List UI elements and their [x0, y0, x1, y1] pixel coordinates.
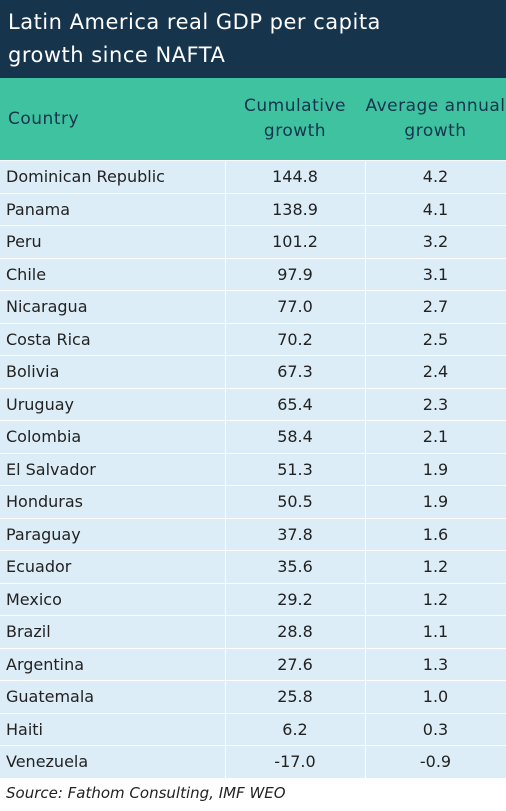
table-cell: 1.9: [365, 485, 506, 518]
table-cell: Argentina: [0, 647, 226, 681]
table-cell: Costa Rica: [0, 322, 226, 356]
table-cell: 3.2: [365, 225, 506, 258]
header-row: Country Cumulative growth Average annual g…: [0, 78, 506, 161]
table-cell: Dominican Republic: [0, 160, 226, 193]
table-cell: 1.6: [365, 517, 506, 551]
table-row: Costa Rica 70.2 2.5: [0, 322, 506, 356]
column-header: Cumulative growth: [225, 78, 365, 161]
table-row: Bolivia 67.3 2.4: [0, 355, 506, 388]
table-cell: Haiti: [0, 712, 226, 746]
table-cell: Guatemala: [0, 680, 226, 713]
table-row: Honduras 50.5 1.9: [0, 485, 506, 518]
table-cell: 2.3: [365, 387, 506, 421]
table-cell: Nicaragua: [0, 290, 226, 323]
table-cell: Mexico: [0, 582, 226, 616]
table-cell: Ecuador: [0, 550, 226, 583]
table-cell: 70.2: [225, 322, 366, 356]
table-row: Panama 138.9 4.1: [0, 192, 506, 226]
table-cell: 6.2: [225, 712, 366, 746]
table-cell: 3.1: [365, 257, 506, 291]
table-cell: Uruguay: [0, 387, 226, 421]
table-cell: 4.1: [365, 192, 506, 226]
table-row: Mexico 29.2 1.2: [0, 582, 506, 616]
table-row: Brazil 28.8 1.1: [0, 615, 506, 648]
source-note: Source: Fathom Consulting, IMF WEO: [6, 783, 286, 802]
table-cell: Brazil: [0, 615, 226, 648]
table-cell: 1.9: [365, 452, 506, 486]
table-cell: 4.2: [365, 160, 506, 193]
table-row: El Salvador 51.3 1.9: [0, 452, 506, 486]
table-cell: 138.9: [225, 192, 366, 226]
table-row: Uruguay 65.4 2.3: [0, 387, 506, 421]
table-cell: 27.6: [225, 647, 366, 681]
table-cell: 77.0: [225, 290, 366, 323]
table-cell: 29.2: [225, 582, 366, 616]
table-cell: -0.9: [365, 745, 506, 778]
table-cell: Paraguay: [0, 517, 226, 551]
table-cell: 1.1: [365, 615, 506, 648]
table-row: Argentina 27.6 1.3: [0, 647, 506, 681]
table-cell: 37.8: [225, 517, 366, 551]
table-cell: 28.8: [225, 615, 366, 648]
column-header: Average annual growth: [365, 78, 506, 161]
title-bar: Latin America real GDP per capita growth…: [0, 0, 506, 78]
table-cell: 58.4: [225, 420, 366, 453]
table-row: Venezuela -17.0 -0.9: [0, 745, 506, 778]
table-cell: El Salvador: [0, 452, 226, 486]
table-cell: Colombia: [0, 420, 226, 453]
table-cell: 2.5: [365, 322, 506, 356]
data-table: Country Cumulative growth Average annual g…: [0, 78, 506, 778]
table-cell: 35.6: [225, 550, 366, 583]
table-body: Dominican Republic 144.8 4.2 Panama 138.9 4.1…: [0, 160, 506, 778]
table-row: Chile 97.9 3.1: [0, 257, 506, 291]
table-cell: 1.3: [365, 647, 506, 681]
table-cell: 2.4: [365, 355, 506, 388]
table-cell: -17.0: [225, 745, 366, 778]
table-cell: Peru: [0, 225, 226, 258]
table-cell: 0.3: [365, 712, 506, 746]
table-cell: 1.2: [365, 550, 506, 583]
table-cell: Chile: [0, 257, 226, 291]
table-cell: Panama: [0, 192, 226, 226]
table-row: Nicaragua 77.0 2.7: [0, 290, 506, 323]
table-cell: 144.8: [225, 160, 366, 193]
table-row: Dominican Republic 144.8 4.2: [0, 160, 506, 193]
table-cell: 101.2: [225, 225, 366, 258]
table-cell: 1.0: [365, 680, 506, 713]
title-line: growth since NAFTA: [8, 43, 226, 67]
table-row: Guatemala 25.8 1.0: [0, 680, 506, 713]
table-cell: 2.7: [365, 290, 506, 323]
table-cell: 51.3: [225, 452, 366, 486]
table-cell: 25.8: [225, 680, 366, 713]
table-cell: 67.3: [225, 355, 366, 388]
table-cell: Honduras: [0, 485, 226, 518]
table-cell: Venezuela: [0, 745, 226, 778]
table-cell: 1.2: [365, 582, 506, 616]
table-cell: Bolivia: [0, 355, 226, 388]
table-row: Haiti 6.2 0.3: [0, 712, 506, 746]
table-row: Colombia 58.4 2.1: [0, 420, 506, 453]
column-header: Country: [0, 78, 225, 161]
table-cell: 2.1: [365, 420, 506, 453]
title-line: Latin America real GDP per capita: [8, 10, 381, 34]
table-row: Ecuador 35.6 1.2: [0, 550, 506, 583]
table-row: Peru 101.2 3.2: [0, 225, 506, 258]
table-row: Paraguay 37.8 1.6: [0, 517, 506, 551]
table-cell: 50.5: [225, 485, 366, 518]
table-cell: 97.9: [225, 257, 366, 291]
table-cell: 65.4: [225, 387, 366, 421]
